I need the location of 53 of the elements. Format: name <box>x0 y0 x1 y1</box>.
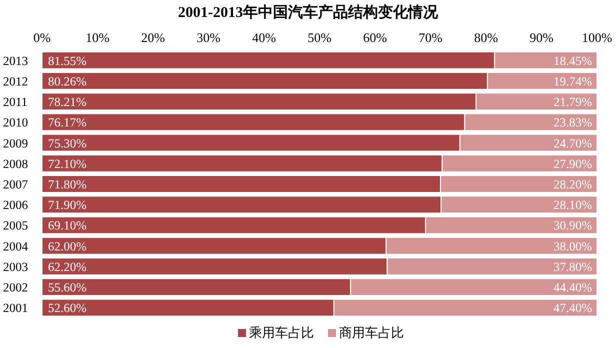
data-label: 27.90% <box>553 156 592 171</box>
data-label: 81.55% <box>48 54 87 68</box>
data-label: 75.30% <box>48 136 87 150</box>
data-label: 62.20% <box>48 260 87 274</box>
data-label: 28.20% <box>553 178 592 192</box>
y-tick-label: 2013 <box>3 54 28 68</box>
data-label: 30.90% <box>553 218 592 233</box>
chart-title: 2001-2013年中国汽车产品结构变化情况 <box>178 3 439 21</box>
y-tick-label: 2006 <box>3 198 28 212</box>
series-label: 乘用车占比 <box>249 326 314 341</box>
data-label: 18.45% <box>553 54 592 68</box>
data-label: 23.83% <box>553 116 592 130</box>
x-tick-label: 90% <box>530 30 554 45</box>
data-label: 71.90% <box>48 198 87 212</box>
y-tick-label: 2008 <box>3 156 28 171</box>
data-label: 21.79% <box>553 95 592 110</box>
data-label: 62.00% <box>48 239 87 254</box>
x-tick-label: 30% <box>196 30 221 45</box>
x-tick-label: 0% <box>33 30 51 45</box>
data-label: 37.80% <box>553 260 592 274</box>
y-tick-label: 2001 <box>3 301 28 316</box>
y-tick-label: 2002 <box>3 280 28 295</box>
data-label: 19.74% <box>553 74 592 88</box>
y-tick-label: 2012 <box>3 74 28 88</box>
x-tick-label: 100% <box>582 30 612 45</box>
x-tick-label: 20% <box>141 30 166 45</box>
x-tick-label: 10% <box>86 30 110 45</box>
data-label: 24.70% <box>553 136 592 150</box>
y-tick-label: 2004 <box>3 239 29 254</box>
y-tick-label: 2009 <box>3 136 28 150</box>
data-label: 38.00% <box>553 239 592 254</box>
y-tick-label: 2003 <box>3 260 28 274</box>
data-label: 80.26% <box>48 74 87 88</box>
data-label: 78.21% <box>48 95 87 110</box>
x-tick-label: 50% <box>308 30 332 45</box>
x-tick-label: 60% <box>363 30 388 45</box>
data-label: 55.60% <box>48 280 87 295</box>
data-label: 47.40% <box>553 301 592 316</box>
y-tick-label: 2005 <box>3 218 28 233</box>
y-tick-label: 2011 <box>3 95 28 110</box>
data-label: 76.17% <box>48 116 87 130</box>
data-label: 69.10% <box>48 218 87 233</box>
x-tick-label: 80% <box>474 30 498 45</box>
data-label: 44.40% <box>553 280 592 295</box>
data-label: 71.80% <box>48 178 87 192</box>
data-label: 52.60% <box>48 301 87 316</box>
y-tick-label: 2007 <box>3 178 28 192</box>
data-label: 72.10% <box>48 156 87 171</box>
data-label: 28.10% <box>553 198 592 212</box>
x-tick-label: 70% <box>418 30 443 45</box>
legend-label: 商用车占比 <box>339 326 404 341</box>
x-tick-label: 40% <box>252 30 276 45</box>
y-tick-label: 2010 <box>3 116 28 130</box>
